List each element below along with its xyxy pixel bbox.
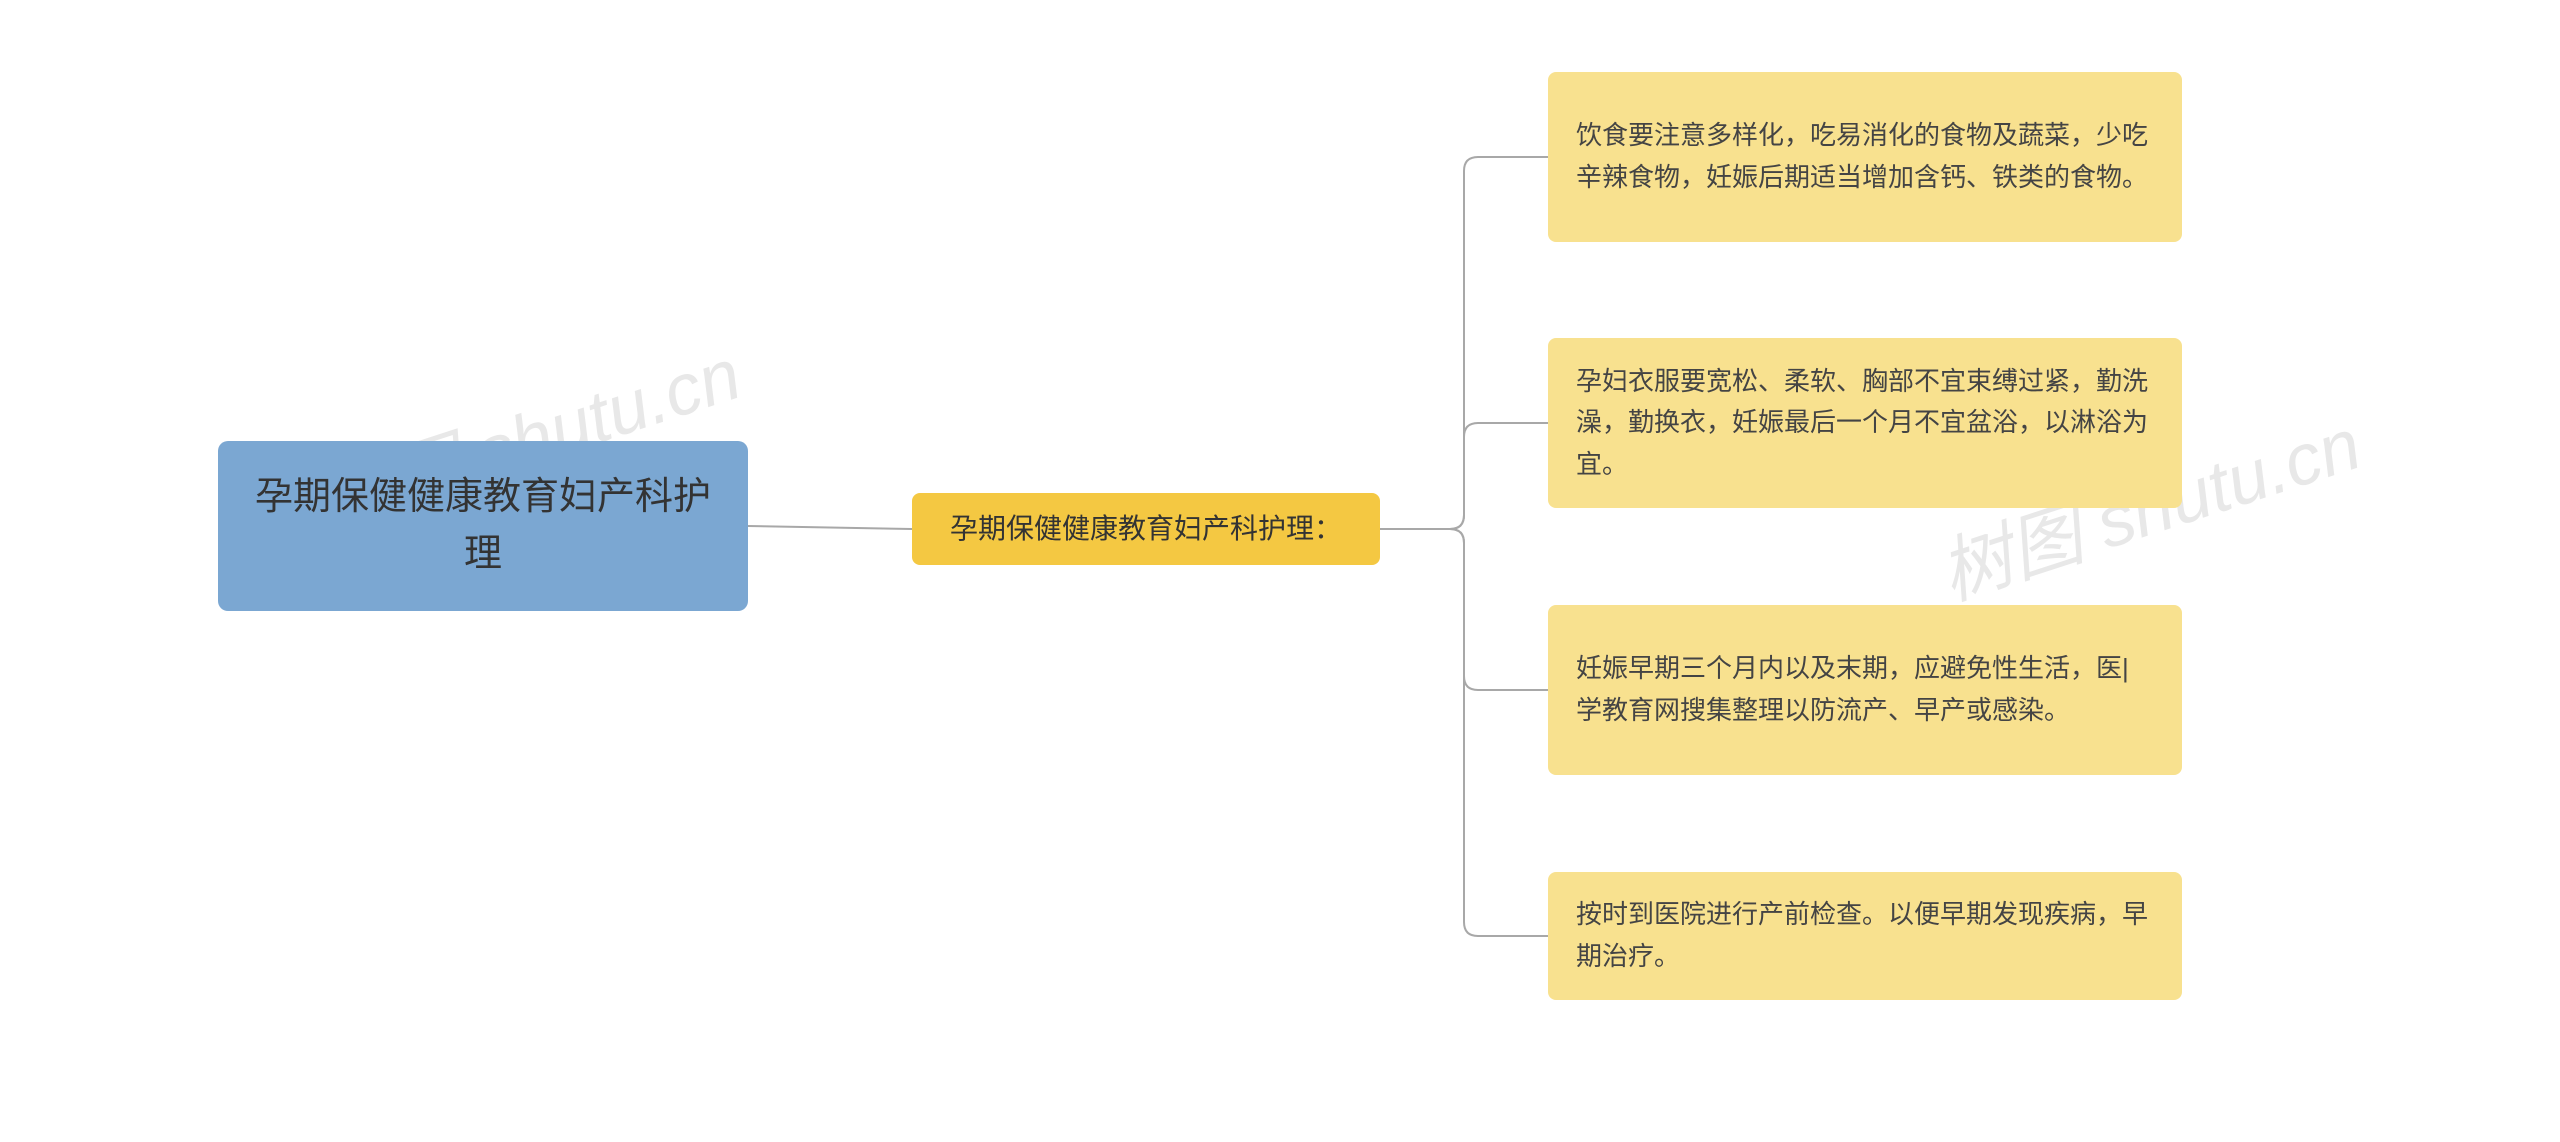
leaf-node[interactable]: 饮食要注意多样化，吃易消化的食物及蔬菜，少吃辛辣食物，妊娠后期适当增加含钙、铁类… — [1548, 72, 2182, 242]
leaf-node-text: 孕妇衣服要宽松、柔软、胸部不宜束缚过紧，勤洗澡，勤换衣，妊娠最后一个月不宜盆浴，… — [1576, 361, 2154, 486]
branch-node-text: 孕期保健健康教育妇产科护理： — [950, 508, 1342, 550]
leaf-node-text: 按时到医院进行产前检查。以便早期发现疾病，早期治疗。 — [1576, 894, 2154, 977]
leaf-node-text: 妊娠早期三个月内以及末期，应避免性生活，医|学教育网搜集整理以防流产、早产或感染… — [1576, 648, 2154, 731]
root-node[interactable]: 孕期保健健康教育妇产科护理 — [218, 441, 748, 611]
root-node-text: 孕期保健健康教育妇产科护理 — [248, 469, 718, 583]
leaf-node[interactable]: 按时到医院进行产前检查。以便早期发现疾病，早期治疗。 — [1548, 872, 2182, 1000]
leaf-node[interactable]: 妊娠早期三个月内以及末期，应避免性生活，医|学教育网搜集整理以防流产、早产或感染… — [1548, 605, 2182, 775]
leaf-node[interactable]: 孕妇衣服要宽松、柔软、胸部不宜束缚过紧，勤洗澡，勤换衣，妊娠最后一个月不宜盆浴，… — [1548, 338, 2182, 508]
mindmap-canvas: 树图 shutu.cn 树图 shutu.cn 孕期保健健康教育妇产科护理 孕期… — [0, 0, 2560, 1142]
leaf-node-text: 饮食要注意多样化，吃易消化的食物及蔬菜，少吃辛辣食物，妊娠后期适当增加含钙、铁类… — [1576, 115, 2154, 198]
branch-node[interactable]: 孕期保健健康教育妇产科护理： — [912, 493, 1380, 565]
